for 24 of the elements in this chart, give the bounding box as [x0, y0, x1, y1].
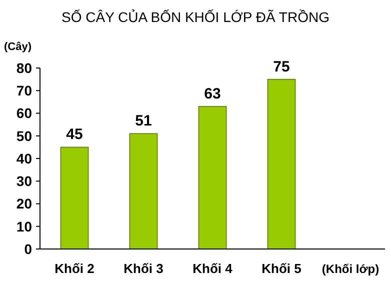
y-tick-label: 20 — [16, 196, 32, 212]
data-label: 51 — [135, 112, 152, 130]
x-tick-label: Khối 5 — [262, 261, 302, 276]
bar — [60, 146, 89, 250]
data-label: 75 — [273, 58, 290, 76]
y-tick-label: 40 — [16, 150, 32, 166]
y-tick-label: 0 — [24, 240, 32, 257]
y-tick-label: 10 — [16, 218, 32, 234]
bar — [198, 106, 227, 250]
y-tick-label: 30 — [16, 173, 32, 190]
data-label: 63 — [204, 85, 221, 102]
y-tick-label: 50 — [16, 128, 32, 144]
bar — [129, 133, 158, 250]
y-tick-label: 60 — [16, 105, 32, 122]
x-tick-label: Khối 3 — [124, 261, 164, 276]
chart-title: SỐ CÂY CỦA BỐN KHỐI LỚP ĐÃ TRỒNG — [62, 9, 330, 25]
x-tick-label: Khối 4 — [192, 261, 234, 276]
bar — [267, 78, 296, 250]
y-axis-title: (Cây) — [4, 41, 32, 53]
y-tick-label: 80 — [16, 60, 32, 76]
y-tick-label: 70 — [16, 82, 32, 99]
data-label: 45 — [66, 126, 83, 144]
x-tick-label: Khối 2 — [54, 261, 94, 276]
x-axis-title: (Khối lớp) — [322, 262, 380, 276]
